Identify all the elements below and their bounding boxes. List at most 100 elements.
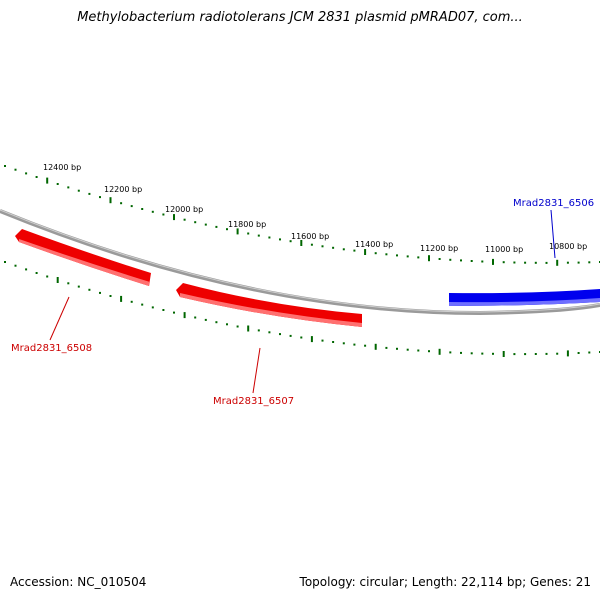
accession-label: Accession: NC_010504 (10, 575, 147, 589)
tick-label: 12000 bp (165, 205, 203, 214)
minor-tick (545, 261, 548, 264)
minor-tick (502, 261, 505, 264)
minor-tick (513, 261, 516, 264)
minor-tick (556, 352, 559, 355)
minor-tick (406, 255, 409, 258)
major-tick (109, 197, 112, 204)
minor-tick (279, 238, 281, 241)
major-tick (556, 259, 559, 266)
minor-tick (588, 261, 591, 264)
gene-mrad2831-6507-arrow[interactable] (176, 283, 362, 327)
minor-tick (4, 261, 6, 263)
minor-tick (385, 346, 388, 349)
minor-tick (130, 300, 133, 303)
minor-tick (77, 285, 80, 288)
minor-tick (77, 189, 80, 192)
minor-tick (417, 256, 420, 259)
minor-tick (215, 321, 218, 324)
minor-tick (332, 341, 335, 343)
minor-tick (194, 316, 197, 319)
minor-tick (151, 306, 154, 309)
minor-tick (385, 253, 388, 256)
major-tick (236, 228, 239, 235)
minor-tick (215, 225, 218, 228)
minor-tick (364, 344, 367, 347)
minor-tick (396, 254, 398, 257)
minor-tick (545, 352, 548, 355)
minor-tick (120, 202, 123, 205)
gene-label-mrad2831-6508[interactable]: Mrad2831_6508 (11, 343, 92, 354)
minor-tick (321, 245, 324, 248)
major-tick (173, 214, 175, 221)
minor-tick (257, 234, 260, 237)
minor-tick (236, 325, 239, 328)
plasmid-backbone-highlight (0, 209, 600, 313)
minor-tick (460, 351, 462, 354)
minor-tick (470, 260, 473, 262)
minor-tick (204, 223, 207, 226)
minor-tick (151, 210, 154, 213)
tick-label: 10800 bp (549, 242, 587, 251)
major-tick (247, 325, 250, 332)
minor-tick (577, 261, 580, 264)
minor-tick (88, 288, 91, 291)
minor-tick (481, 260, 484, 263)
minor-tick (289, 240, 292, 243)
minor-tick (268, 331, 271, 334)
minor-tick (268, 236, 271, 239)
minor-tick (342, 342, 345, 345)
major-tick (566, 350, 569, 357)
major-tick (310, 336, 313, 343)
tick-label: 11600 bp (291, 232, 329, 241)
gene-label-mrad2831-6506[interactable]: Mrad2831_6506 (513, 198, 594, 209)
gene-mrad2831-6506-arrow[interactable] (449, 289, 600, 306)
minor-tick (67, 282, 70, 285)
minor-tick (417, 349, 420, 352)
minor-tick (35, 176, 38, 178)
minor-tick (438, 258, 441, 260)
minor-tick (25, 268, 28, 271)
minor-tick (279, 333, 281, 336)
minor-tick (470, 352, 473, 355)
minor-tick (524, 353, 527, 356)
minor-tick (300, 336, 303, 339)
minor-tick (492, 352, 494, 355)
minor-tick (141, 303, 144, 306)
gene-mrad2831-6508-arrow[interactable] (15, 229, 151, 286)
minor-tick (374, 252, 377, 255)
tick-label: 12400 bp (43, 163, 81, 172)
major-tick (56, 277, 59, 283)
major-tick (502, 351, 505, 357)
major-tick (492, 258, 494, 265)
minor-tick (588, 351, 591, 354)
minor-tick (141, 208, 144, 210)
minor-tick (534, 353, 537, 355)
minor-tick (67, 186, 70, 189)
gene-label-mrad2831-6507[interactable]: Mrad2831_6507 (213, 396, 294, 407)
minor-tick (289, 334, 292, 337)
minor-tick (321, 339, 324, 342)
map-title: Methylobacterium radiotolerans JCM 2831 … (77, 10, 523, 25)
minor-tick (513, 353, 516, 356)
major-tick (374, 343, 377, 350)
topology-summary: Topology: circular; Length: 22,114 bp; G… (299, 575, 591, 589)
label-leader-6506 (550, 209, 556, 259)
minor-tick (25, 172, 28, 175)
tick-label: 11000 bp (485, 245, 523, 254)
minor-tick (396, 347, 398, 350)
minor-tick (4, 165, 6, 167)
minor-tick (257, 329, 260, 332)
minor-tick (109, 295, 112, 297)
minor-tick (162, 213, 165, 216)
minor-tick (194, 221, 197, 224)
minor-tick (14, 168, 17, 171)
minor-tick (226, 228, 228, 231)
minor-tick (332, 246, 335, 249)
major-tick (120, 295, 123, 302)
label-leader-6507 (252, 347, 261, 394)
major-tick (428, 255, 430, 262)
label-leader-6508 (49, 296, 70, 341)
minor-tick (99, 196, 101, 199)
